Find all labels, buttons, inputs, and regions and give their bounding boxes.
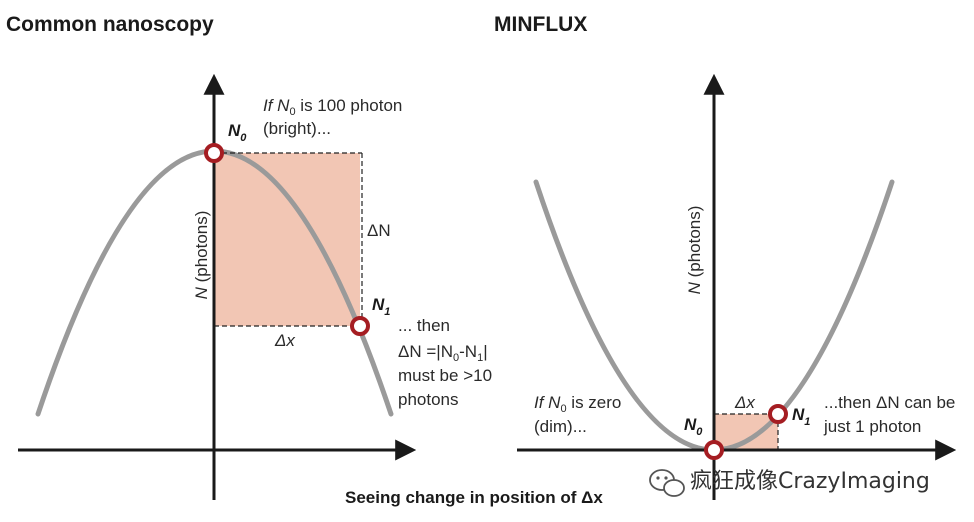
note-photons: photons xyxy=(398,390,459,409)
delta-n-label: ΔN xyxy=(367,221,391,240)
y-axis-label: N (photons) xyxy=(192,211,211,300)
point-n1 xyxy=(768,404,788,424)
y-axis-label: N (photons) xyxy=(685,206,704,295)
left-panel-title: Common nanoscopy xyxy=(6,13,214,36)
point-n1 xyxy=(350,316,370,336)
wechat-icon xyxy=(649,469,685,497)
note-must-be: must be >10 xyxy=(398,366,492,385)
note-dim-line2: (dim)... xyxy=(534,417,587,436)
label-n0: N0 xyxy=(228,121,247,144)
right-panel-title: MINFLUX xyxy=(494,13,587,36)
note-just-one-photon: just 1 photon xyxy=(823,417,921,436)
delta-region xyxy=(714,414,778,450)
note-dim: If N0 is zero xyxy=(534,393,621,415)
note-delta-eq: ΔN =|N0-N1| xyxy=(398,342,488,364)
delta-x-label: Δx xyxy=(734,393,755,412)
left-panel: Common nanoscopy N (photons) N0 N1 ΔN Δx… xyxy=(6,13,492,500)
watermark: 疯狂成像CrazyImaging xyxy=(649,469,930,497)
figure-caption: Seeing change in position of Δx xyxy=(345,488,603,507)
note-then-one-photon: ...then ΔN can be xyxy=(824,393,955,412)
label-n1: N1 xyxy=(372,295,390,318)
watermark-text: 疯狂成像CrazyImaging xyxy=(690,469,930,494)
note-then: ... then xyxy=(398,316,450,335)
point-n0 xyxy=(204,143,224,163)
note-bright-line2: (bright)... xyxy=(263,119,331,138)
label-n1: N1 xyxy=(792,405,810,428)
note-bright: If N0 is 100 photon xyxy=(263,96,402,118)
label-n0: N0 xyxy=(684,415,703,438)
point-n0 xyxy=(704,440,724,460)
right-panel: MINFLUX N (photons) N0 N1 Δx If N0 is ze… xyxy=(494,13,957,500)
delta-x-label: Δx xyxy=(274,331,295,350)
delta-region xyxy=(214,153,360,326)
